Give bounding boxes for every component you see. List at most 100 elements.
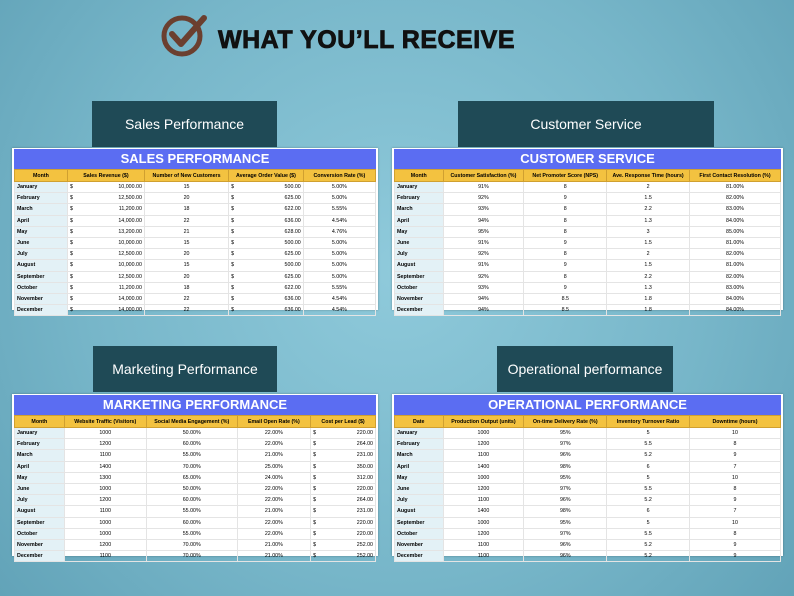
cell: 1000 [63,482,147,496]
cell: 22.00% [236,438,312,451]
cell: 231.00 [319,449,377,462]
cell: 1.3 [606,214,691,227]
column-header: Social Media Engagement (%) [145,415,238,428]
cell: 5.2 [606,449,691,462]
row-label: November [14,292,68,306]
row-label: January [394,180,444,194]
sheet-title: MARKETING PERFORMANCE [14,395,376,415]
cell: 5.00% [302,248,377,261]
cell: 1.5 [606,192,691,205]
row-label: June [14,482,65,496]
cell: 5.00% [302,236,377,250]
sheet-title: SALES PERFORMANCE [14,149,376,169]
cell: 1.3 [606,281,691,294]
cell: 96% [523,550,608,563]
row-label: November [394,538,444,552]
data-row: June 1000 50.00% 22.00% $220.00 [14,482,377,496]
data-row: June 91% 9 1.5 81.00% [394,236,781,250]
cell: 20 [143,248,230,261]
cell: $ [228,304,239,317]
data-row: April 1400 70.00% 25.00% $350.00 [14,460,377,473]
cell: 22.00% [236,482,312,496]
cell: $ [66,304,78,317]
cell: $ [310,494,320,507]
cell: 92% [442,192,525,205]
data-row: September $12,500.00 20 $625.00 5.00% [14,270,377,283]
row-label: February [14,438,65,451]
row-label: June [394,236,444,250]
cell: 98% [523,460,608,473]
row-label: October [14,281,68,294]
cell: 20 [143,192,230,205]
cell: 21.00% [236,550,312,563]
cell: 95% [523,471,608,484]
data-row: February 1200 97% 5.5 8 [394,438,781,451]
cell: 1200 [442,527,525,540]
cell: 264.00 [319,494,377,507]
cell: 55.00% [145,449,238,462]
cell: 22.00% [236,426,312,440]
row-label: March [394,449,444,462]
data-row: June $10,000.00 15 $500.00 5.00% [14,236,377,250]
cell: $ [66,180,78,194]
data-row: January 1000 50.00% 22.00% $220.00 [14,426,377,440]
row-label: January [14,180,68,194]
cell: $ [310,426,320,440]
data-row: April $14,000.00 22 $636.00 4.54% [14,214,377,227]
data-row: September 92% 8 2.2 82.00% [394,270,781,283]
cell: 5.00% [302,192,377,205]
column-header: Month [14,415,65,428]
cell: 1000 [63,527,147,540]
column-header: Customer Satisfaction (%) [442,169,525,182]
cell: 4.54% [302,292,377,306]
data-row: July 1100 96% 5.2 9 [394,494,781,507]
data-row: February 92% 9 1.5 82.00% [394,192,781,205]
cell: 1200 [63,438,147,451]
data-row: July 1200 60.00% 22.00% $264.00 [14,494,377,507]
cell: 18 [143,203,230,216]
cell: 5.2 [606,550,691,563]
cell: 8 [523,203,608,216]
data-table: Month Sales Revenue ($) Number of New Cust… [14,169,377,317]
cell: 10 [689,426,781,440]
sheet-title: OPERATIONAL PERFORMANCE [394,395,781,415]
cell: 97% [523,438,608,451]
cell: $ [66,214,78,227]
cell: 14,000.00 [77,304,145,317]
row-label: August [14,259,68,272]
cell: 91% [442,180,525,194]
cell: 8 [523,225,608,238]
cell: 220.00 [319,527,377,540]
cell: 14,000.00 [77,292,145,306]
row-label: June [394,482,444,496]
cell: 5.00% [302,259,377,272]
cell: 1200 [63,538,147,552]
sheet-title: CUSTOMER SERVICE [394,149,781,169]
cell: $ [310,449,320,462]
row-label: April [394,460,444,473]
cell: 220.00 [319,426,377,440]
column-header: Downtime (hours) [689,415,781,428]
cell: $ [310,516,320,529]
cell: $ [228,248,239,261]
cell: 22 [143,292,230,306]
cell: 1200 [442,482,525,496]
cell: 1100 [442,538,525,552]
cell: 5 [606,516,691,529]
cell: 10,000.00 [77,180,145,194]
cell: 10,000.00 [77,236,145,250]
data-row: June 1200 97% 5.5 8 [394,482,781,496]
cell: 12,500.00 [77,192,145,205]
cell: 4.54% [302,304,377,317]
cell: 500.00 [238,180,304,194]
cell: 11,200.00 [77,203,145,216]
header-row: Date Production Output (units) On-time Del… [394,415,781,428]
column-header: Date [394,415,444,428]
cell: 10 [689,471,781,484]
cell: $ [228,259,239,272]
cell: 500.00 [238,259,304,272]
cell: 98% [523,505,608,518]
cell: $ [310,550,320,563]
cell: 81.00% [689,236,781,250]
cell: $ [228,180,239,194]
